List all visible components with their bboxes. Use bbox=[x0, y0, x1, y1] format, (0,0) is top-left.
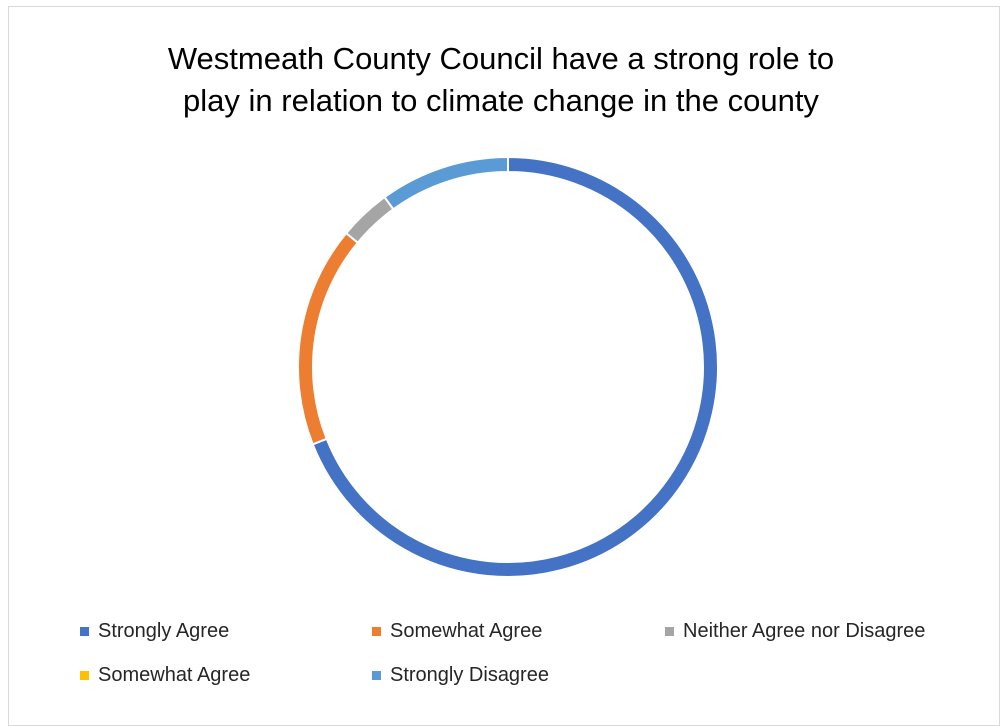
legend-swatch-neither bbox=[665, 626, 674, 636]
legend-swatch-strongly-disagree bbox=[372, 670, 381, 680]
legend-item-somewhat-agree-2: Somewhat Agree bbox=[80, 663, 250, 687]
donut-slice-1 bbox=[297, 231, 360, 446]
legend-label-somewhat-agree-2: Somewhat Agree bbox=[98, 663, 251, 686]
donut-slice-4 bbox=[383, 155, 509, 211]
legend-swatch-strongly-agree bbox=[80, 626, 89, 636]
legend-swatch-somewhat-agree bbox=[372, 626, 381, 636]
legend-item-strongly-agree: Strongly Agree bbox=[80, 619, 229, 643]
legend-item-neither: Neither Agree nor Disagree bbox=[665, 619, 925, 643]
legend-label-neither: Neither Agree nor Disagree bbox=[683, 619, 926, 642]
legend-item-somewhat-agree: Somewhat Agree bbox=[372, 619, 542, 643]
chart-title-line-1: Westmeath County Council have a strong r… bbox=[167, 41, 835, 76]
donut-slice-2 bbox=[344, 195, 395, 245]
legend-label-strongly-agree: Strongly Agree bbox=[98, 619, 230, 642]
chart-title: Westmeath County Council have a strong r… bbox=[0, 38, 1002, 122]
legend-swatch-somewhat-agree-2 bbox=[80, 670, 89, 680]
donut-slices bbox=[297, 155, 719, 578]
legend-label-strongly-disagree: Strongly Disagree bbox=[390, 663, 549, 686]
donut-chart bbox=[297, 155, 719, 578]
legend-label-somewhat-agree: Somewhat Agree bbox=[390, 619, 543, 642]
chart-title-line-2: play in relation to climate change in th… bbox=[183, 83, 819, 118]
legend-item-strongly-disagree: Strongly Disagree bbox=[372, 663, 549, 687]
chart-area bbox=[8, 6, 1000, 726]
